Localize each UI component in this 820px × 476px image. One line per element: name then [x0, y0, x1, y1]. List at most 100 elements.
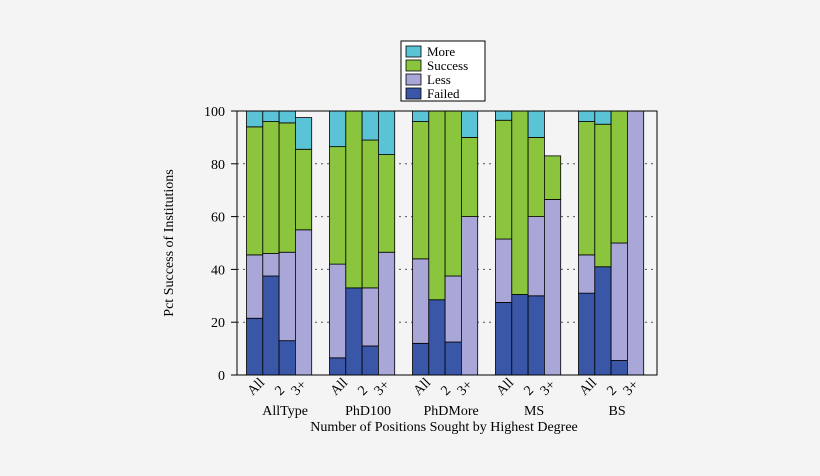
- bar-segment: [428, 110, 446, 301]
- group-label: PhDMore: [423, 404, 478, 419]
- bar-segment: [278, 122, 296, 253]
- bar-segment: [294, 229, 313, 376]
- bar-segment: [511, 294, 529, 376]
- y-tick-label: 40: [211, 263, 225, 278]
- bar-segment: [444, 341, 462, 376]
- bar-segment: [527, 136, 545, 217]
- bar-segment: [627, 110, 645, 376]
- x-tick-labels: All 2 3+ All 2 3+ All 2 3+ All 2 3+ All 2 3+: [245, 375, 642, 398]
- bar-segment: [610, 360, 628, 376]
- bar-segment: [278, 110, 296, 124]
- x-tick-label: 2: [604, 383, 620, 399]
- group-label: PhD100: [345, 404, 391, 419]
- x-tick-label: All: [245, 375, 268, 398]
- bar-segment: [578, 254, 596, 294]
- bar-segment: [278, 340, 296, 376]
- y-axis: 0 20 40 60 80 100: [204, 105, 237, 384]
- bar-segment: [377, 251, 396, 376]
- x-tick-label: 3+: [455, 378, 476, 399]
- legend-label: Success: [427, 58, 468, 73]
- legend-label: More: [427, 44, 455, 59]
- bar-segment: [544, 155, 562, 200]
- y-tick-label: 20: [211, 316, 225, 331]
- bar-segment: [544, 199, 562, 376]
- bar-segment: [278, 251, 296, 342]
- x-axis-label: Number of Positions Sought by Highest De…: [310, 420, 578, 435]
- bar-segment: [262, 275, 280, 376]
- bar-segment: [578, 121, 596, 256]
- bar-segment: [246, 126, 264, 256]
- bar-segment: [578, 110, 596, 122]
- bar-segment: [412, 110, 430, 122]
- bar-segment: [412, 342, 430, 376]
- bar-segment: [361, 287, 379, 347]
- bar-segment: [345, 110, 363, 289]
- bar-segment: [377, 154, 396, 253]
- bar-segment: [444, 275, 462, 343]
- bar-segment: [412, 258, 430, 344]
- bar-segment: [262, 253, 280, 277]
- bar-segment: [495, 110, 513, 121]
- legend-swatch: [405, 87, 422, 100]
- x-tick-label: All: [411, 375, 434, 398]
- bar-segment: [495, 119, 513, 240]
- legend-label: Failed: [427, 86, 460, 101]
- bar-segment: [610, 110, 628, 244]
- legend-swatch: [405, 59, 422, 72]
- bars: [246, 110, 645, 376]
- group-label: AllType: [262, 404, 308, 419]
- legend-label: Less: [427, 72, 451, 87]
- bar-segment: [412, 121, 430, 260]
- bar-segment: [345, 287, 363, 376]
- y-tick-label: 80: [211, 158, 225, 173]
- x-tick-label: 2: [355, 383, 371, 399]
- bar-segment: [578, 292, 596, 376]
- bar-segment: [377, 110, 396, 155]
- bar-segment: [246, 317, 264, 376]
- bar-segment: [329, 110, 347, 148]
- bar-segment: [361, 139, 379, 289]
- group-label: BS: [609, 404, 626, 419]
- group-labels: AllType PhD100 PhDMore MS BS: [262, 404, 625, 419]
- bar-segment: [460, 110, 479, 138]
- x-tick-label: 3+: [621, 378, 642, 399]
- y-tick-label: 100: [204, 105, 225, 120]
- bar-segment: [246, 254, 264, 319]
- bar-segment: [262, 110, 280, 122]
- x-tick-label: All: [328, 375, 351, 398]
- bar-segment: [495, 238, 513, 303]
- bar-segment: [610, 242, 628, 361]
- plot-frame: [236, 110, 658, 376]
- bar-segment: [495, 301, 513, 376]
- x-tick-label: 3+: [372, 378, 393, 399]
- bar-segment: [594, 123, 612, 268]
- legend-swatch: [405, 45, 422, 58]
- x-tick-label: 3+: [289, 378, 310, 399]
- bar-segment: [294, 117, 313, 150]
- x-tick-label: 3+: [538, 378, 559, 399]
- bar-segment: [294, 148, 313, 231]
- bar-segment: [428, 299, 446, 376]
- bar-segment: [527, 295, 545, 376]
- x-tick-label: All: [494, 375, 517, 398]
- bar-segment: [246, 110, 264, 128]
- bar-segment: [361, 345, 379, 376]
- bar-segment: [511, 110, 529, 295]
- bar-segment: [527, 216, 545, 297]
- x-tick-label: All: [577, 375, 600, 398]
- bar-segment: [594, 266, 612, 376]
- x-tick-label: 2: [521, 383, 537, 399]
- y-axis-label: Pct Success of Institutions: [162, 169, 177, 316]
- bar-segment: [594, 110, 612, 125]
- bar-segment: [262, 121, 280, 254]
- bar-segment: [329, 146, 347, 265]
- x-tick-label: 2: [438, 383, 454, 399]
- bar-segment: [361, 110, 379, 141]
- legend-swatch: [405, 73, 422, 86]
- bar-segment: [460, 216, 479, 376]
- bar-segment: [329, 357, 347, 376]
- bar-segment: [444, 110, 462, 277]
- bar-segment: [329, 263, 347, 359]
